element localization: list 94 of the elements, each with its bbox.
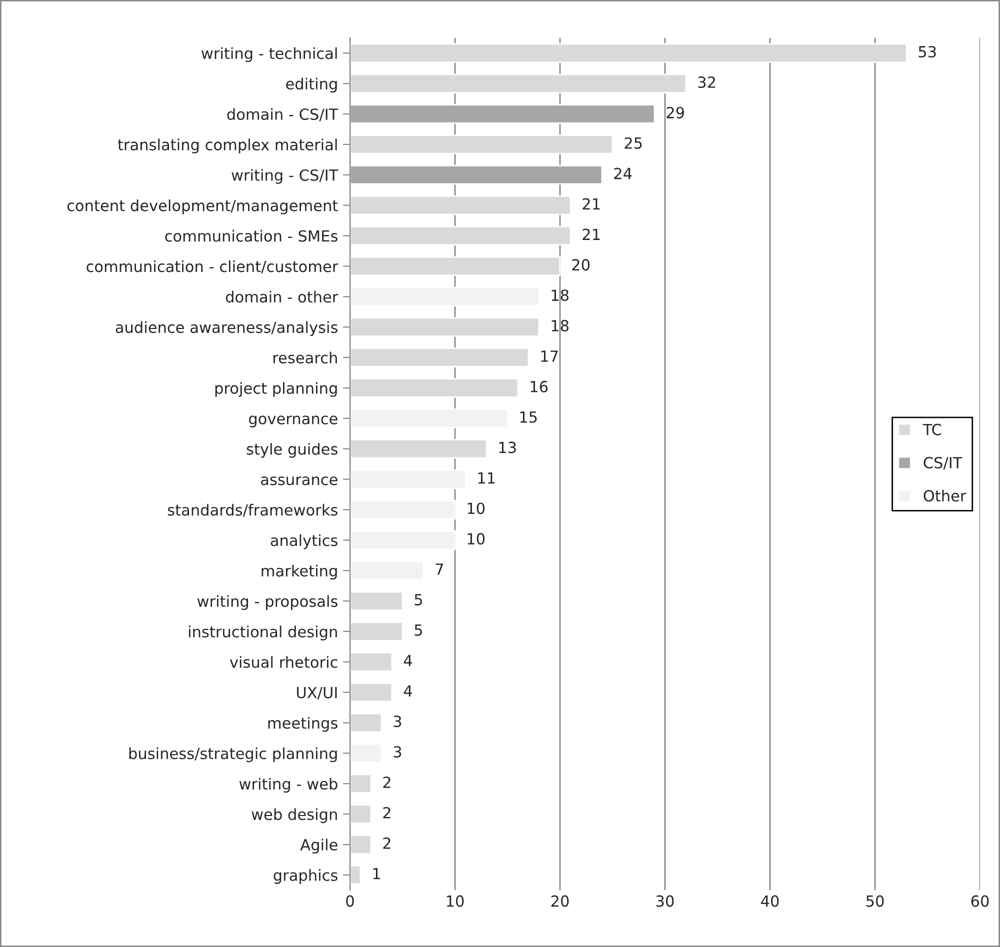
data-label: 5 bbox=[414, 624, 422, 636]
y-tick-label: translating complex material bbox=[118, 138, 337, 154]
bar bbox=[350, 560, 424, 580]
y-tick-label: meetings bbox=[268, 716, 338, 732]
data-label: 21 bbox=[582, 228, 600, 240]
y-tick-label: assurance bbox=[261, 476, 338, 486]
bar bbox=[350, 438, 488, 459]
legend-label: CS/IT bbox=[924, 456, 962, 470]
bar bbox=[350, 622, 404, 642]
data-label: 18 bbox=[552, 320, 569, 332]
data-label: 24 bbox=[614, 168, 632, 180]
bar bbox=[350, 652, 393, 672]
bar bbox=[350, 469, 466, 490]
y-tick-label: project planning bbox=[215, 382, 337, 397]
bar bbox=[350, 834, 372, 854]
bar bbox=[350, 378, 519, 398]
data-label: 32 bbox=[698, 76, 716, 88]
bar bbox=[350, 134, 614, 154]
data-label: 17 bbox=[541, 350, 558, 362]
y-tick-label: audience awareness/analysis bbox=[116, 321, 338, 336]
y-tick-label: UX/UI bbox=[297, 686, 337, 700]
y-tick-label: writing - technical bbox=[202, 47, 337, 62]
data-label: 10 bbox=[468, 533, 485, 545]
x-tick-label: 50 bbox=[866, 895, 884, 907]
y-tick-label: governance bbox=[249, 416, 338, 428]
x-tick-label: 40 bbox=[761, 895, 779, 907]
y-tick-label: instructional design bbox=[188, 626, 337, 640]
bar bbox=[350, 286, 540, 306]
y-tick-label: communication - SMEs bbox=[165, 230, 338, 242]
bar bbox=[350, 408, 508, 428]
bar bbox=[350, 104, 656, 124]
bar bbox=[350, 195, 572, 216]
data-label: 2 bbox=[383, 776, 390, 788]
bar bbox=[350, 348, 530, 368]
bar bbox=[350, 865, 362, 885]
x-tick-label: 20 bbox=[551, 895, 569, 907]
bar bbox=[350, 530, 456, 550]
data-label: 2 bbox=[383, 837, 390, 849]
y-tick-label: editing bbox=[286, 78, 337, 93]
bar bbox=[350, 317, 540, 337]
data-label: 21 bbox=[582, 198, 600, 210]
data-label: 3 bbox=[394, 746, 402, 758]
y-tick-label: marketing bbox=[262, 564, 337, 580]
legend-label: Other bbox=[924, 490, 966, 502]
y-tick-label: communication - client/customer bbox=[86, 260, 338, 274]
y-tick-label: web design bbox=[252, 808, 337, 824]
data-label: 11 bbox=[478, 472, 495, 484]
y-tick-label: domain - other bbox=[226, 290, 338, 303]
bar bbox=[350, 591, 404, 611]
data-label: 29 bbox=[666, 106, 684, 118]
data-label: 7 bbox=[436, 564, 444, 575]
data-label: 5 bbox=[414, 594, 422, 606]
x-tick-label: 60 bbox=[971, 895, 989, 907]
y-tick-label: visual rhetoric bbox=[230, 656, 338, 668]
y-tick-label: domain - CS/IT bbox=[227, 108, 338, 122]
data-label: 16 bbox=[530, 380, 548, 392]
bar bbox=[350, 774, 372, 794]
bar bbox=[350, 226, 572, 246]
data-label: 20 bbox=[572, 259, 590, 271]
data-label: 18 bbox=[552, 289, 569, 302]
y-tick-label: standards/frameworks bbox=[168, 504, 338, 517]
x-tick-label: 0 bbox=[346, 895, 354, 907]
y-tick-label: writing - web bbox=[239, 778, 338, 793]
data-label: 13 bbox=[499, 442, 516, 454]
data-label: 53 bbox=[918, 46, 936, 58]
y-tick-label: writing - CS/IT bbox=[232, 169, 338, 184]
bar bbox=[350, 743, 382, 764]
bar bbox=[350, 74, 687, 94]
y-tick-label: analytics bbox=[270, 534, 338, 550]
data-label: 1 bbox=[373, 868, 380, 880]
y-tick-label: Agile bbox=[300, 838, 338, 854]
data-label: 4 bbox=[404, 685, 412, 697]
legend-label: TC bbox=[922, 424, 942, 436]
data-label: 2 bbox=[383, 806, 390, 818]
data-label: 25 bbox=[624, 137, 642, 149]
bar bbox=[350, 43, 908, 63]
bar bbox=[350, 712, 382, 733]
data-label: 10 bbox=[468, 502, 485, 514]
y-tick-label: style guides bbox=[246, 443, 338, 458]
bar bbox=[350, 256, 561, 276]
y-tick-label: research bbox=[274, 352, 337, 364]
data-label: 15 bbox=[520, 411, 537, 423]
bar bbox=[350, 165, 603, 185]
y-tick-label: graphics bbox=[274, 869, 338, 884]
bar bbox=[350, 682, 393, 702]
data-label: 3 bbox=[394, 716, 402, 728]
y-tick-label: business/strategic planning bbox=[129, 747, 337, 762]
bar bbox=[350, 804, 372, 824]
data-label: 4 bbox=[404, 654, 412, 666]
bar bbox=[350, 500, 456, 520]
y-tick-label: writing - proposals bbox=[197, 595, 338, 610]
x-tick-label: 10 bbox=[446, 895, 464, 907]
x-tick-label: 30 bbox=[656, 895, 674, 907]
y-tick-label: content development/management bbox=[67, 199, 338, 214]
